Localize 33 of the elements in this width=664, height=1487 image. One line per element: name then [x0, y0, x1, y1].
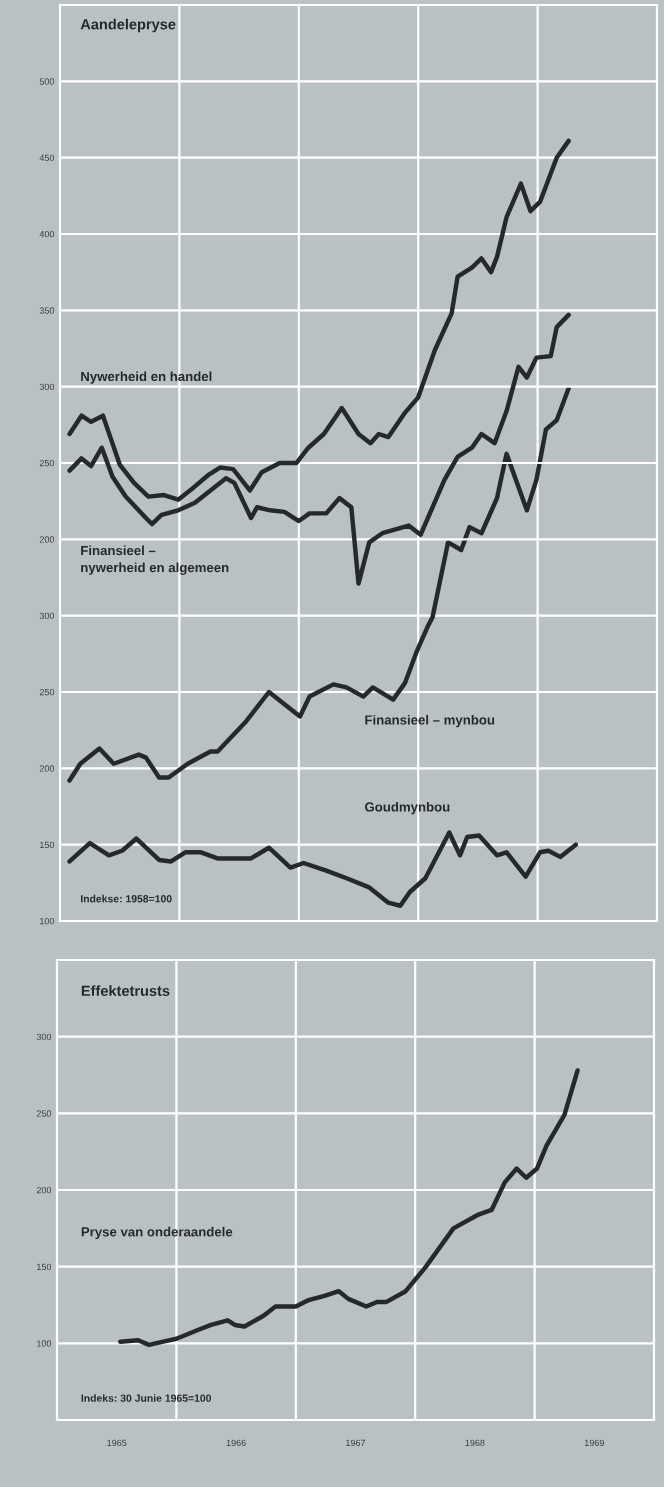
- y-tick-label: 200: [36, 1186, 52, 1194]
- text: Effektetrusts: [81, 985, 170, 997]
- y-tick-label: 200: [39, 765, 55, 772]
- y2-tick-label: 500: [39, 78, 55, 85]
- series-label: Finansieel – mynbou: [365, 714, 495, 728]
- x-tick-label: 1966: [226, 1439, 246, 1447]
- x-tick-label: 1965: [107, 1439, 127, 1447]
- x-tick-label: 1967: [346, 1439, 366, 1447]
- text: Pryse van onderaandele: [81, 1226, 233, 1240]
- y2-tick-label: 400: [39, 230, 55, 238]
- x-tick-label: 1969: [584, 1439, 604, 1447]
- text: Nywerheid en handel: [81, 371, 212, 384]
- y-tick-label: 300: [36, 1033, 52, 1041]
- line-series: [67, 312, 571, 586]
- y-tick-label: 150: [40, 841, 55, 849]
- line-series: [67, 830, 579, 908]
- line-series: [118, 1068, 580, 1348]
- line-series: [67, 385, 571, 783]
- text: Aandelepryse: [80, 18, 176, 33]
- annotation: Indekse: 1958=100: [80, 894, 172, 903]
- x-tick-label: 1968: [465, 1439, 485, 1447]
- y2-tick-label: 350: [39, 307, 55, 314]
- y-tick-label: 250: [39, 688, 55, 696]
- series-label: Goudmynbou: [365, 801, 450, 815]
- y-tick-label: 300: [39, 612, 55, 620]
- text: Finansieel – nywerheid en algemeen: [81, 545, 229, 575]
- y-tick-label: 100: [37, 1340, 52, 1347]
- line-series: [67, 138, 571, 502]
- y-tick-label: 150: [37, 1263, 52, 1271]
- annotation: Indeks: 30 Junie 1965=100: [81, 1394, 212, 1402]
- y-tick-label: 100: [40, 917, 55, 925]
- y2-tick-label: 450: [39, 154, 55, 162]
- y-tick-label: 250: [36, 1110, 52, 1117]
